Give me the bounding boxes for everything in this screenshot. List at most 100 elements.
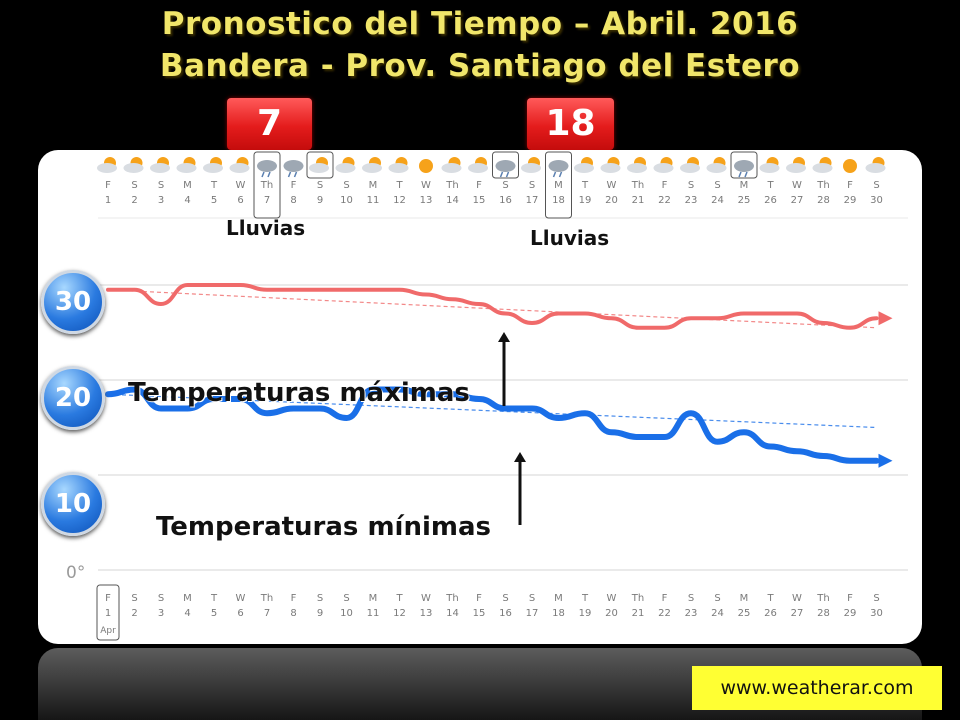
min-annotation-arrow-head [514, 452, 526, 462]
top-day-number: 23 [685, 195, 698, 206]
icon-box-day-9 [306, 151, 334, 179]
weather-icon-day-1 [97, 157, 117, 173]
top-weekday-label: S [529, 180, 535, 191]
cloud-icon [441, 163, 462, 173]
cloud-icon [150, 163, 170, 173]
weather-icon-day-7 [257, 160, 277, 178]
bottom-weekday-label: S [343, 593, 349, 604]
top-weekday-label: T [581, 180, 589, 191]
bottom-weekday-label: T [210, 593, 218, 604]
weather-icon-day-16 [495, 160, 516, 178]
top-weekday-label: F [105, 180, 111, 191]
bottom-day-number: 10 [340, 608, 353, 619]
top-day-number: 11 [367, 195, 380, 206]
bottom-weekday-label: S [873, 593, 879, 604]
day-1-highlight-box [96, 584, 120, 641]
weather-icon-day-8 [283, 160, 304, 178]
highlight-day-18-badge: 18 [527, 98, 614, 150]
bottom-day-number: 2 [131, 608, 137, 619]
bottom-weekday-label: S [158, 593, 164, 604]
weather-icon-day-15 [468, 157, 488, 173]
highlight-day-7-badge: 7 [227, 98, 312, 150]
bottom-weekday-label: W [607, 593, 617, 604]
bottom-day-number: 9 [317, 608, 323, 619]
top-weekday-label: S [317, 180, 323, 191]
top-day-number: 19 [579, 195, 592, 206]
weather-icon-day-12 [388, 157, 409, 173]
bottom-weekday-label: S [688, 593, 694, 604]
bottom-day-number: 3 [158, 608, 164, 619]
bottom-weekday-label: F [662, 593, 668, 604]
rain-cloud-icon [734, 160, 754, 172]
cloud-icon [97, 163, 117, 173]
cloud-icon [759, 163, 780, 173]
cloud-icon [706, 163, 727, 173]
max-trend-line [107, 289, 877, 329]
top-weekday-label: W [236, 180, 246, 191]
top-day-number: 6 [237, 195, 243, 206]
top-weekday-label: M [740, 180, 749, 191]
weather-icon-day-10 [335, 157, 356, 173]
top-day-number: 16 [499, 195, 512, 206]
rain-drop [499, 171, 504, 178]
rain-day-box-18 [545, 151, 572, 219]
weather-icon-day-11 [362, 157, 382, 173]
weather-icon-day-30 [865, 157, 886, 173]
scale-ball-10: 10 [41, 472, 105, 536]
bottom-day-number: 26 [764, 608, 777, 619]
website-banner[interactable]: www.weatherar.com [692, 666, 942, 710]
top-day-number: 24 [711, 195, 724, 206]
weather-icon-day-2 [123, 157, 144, 173]
weather-icon-day-18 [548, 160, 569, 178]
bottom-day-number: 11 [367, 608, 380, 619]
bottom-day-number: 4 [184, 608, 190, 619]
bottom-weekday-label: S [317, 593, 323, 604]
bottom-day-number: 15 [473, 608, 486, 619]
bottom-day-number: 20 [605, 608, 618, 619]
min-temp-label: Temperaturas mínimas [156, 512, 491, 542]
bottom-weekday-label: F [476, 593, 482, 604]
top-weekday-label: M [183, 180, 192, 191]
bottom-day-number: 29 [844, 608, 857, 619]
top-day-number: 25 [738, 195, 751, 206]
month-label: Apr [100, 626, 116, 636]
top-day-number: 9 [317, 195, 323, 206]
bottom-weekday-label: F [291, 593, 297, 604]
title-line-1: Pronostico del Tiempo – Abril. 2016 [161, 6, 799, 42]
rain-drop [744, 171, 748, 178]
bottom-day-number: 16 [499, 608, 512, 619]
weather-icon-day-26 [759, 157, 780, 173]
cloud-icon [521, 163, 541, 173]
top-weekday-label: S [502, 180, 508, 191]
bottom-weekday-label: S [131, 593, 137, 604]
cloud-icon [468, 163, 488, 173]
top-weekday-label: W [792, 180, 802, 191]
top-weekday-label: W [607, 180, 617, 191]
top-day-number: 2 [131, 195, 137, 206]
top-day-number: 13 [420, 195, 433, 206]
bottom-day-number: 8 [290, 608, 296, 619]
bottom-weekday-label: W [236, 593, 246, 604]
rain-drop [267, 171, 271, 178]
bottom-weekday-label: F [847, 593, 853, 604]
bottom-day-number: 5 [211, 608, 217, 619]
bottom-weekday-label: Th [445, 593, 458, 604]
top-day-number: 22 [658, 195, 671, 206]
sun-icon [843, 159, 857, 173]
bottom-day-number: 17 [526, 608, 539, 619]
top-weekday-label: S [343, 180, 349, 191]
bottom-weekday-label: T [395, 593, 403, 604]
top-day-number: 1 [105, 195, 111, 206]
top-day-number: 17 [526, 195, 539, 206]
top-day-number: 27 [791, 195, 804, 206]
top-day-number: 5 [211, 195, 217, 206]
top-day-number: 15 [473, 195, 486, 206]
weather-icon-day-17 [521, 157, 541, 173]
top-weekday-label: F [662, 180, 668, 191]
bottom-day-number: 13 [420, 608, 433, 619]
bottom-weekday-label: S [714, 593, 720, 604]
bottom-day-number: 22 [658, 608, 671, 619]
weather-icon-day-23 [680, 157, 700, 173]
rain-cloud-icon [495, 160, 516, 172]
bottom-weekday-label: T [766, 593, 774, 604]
